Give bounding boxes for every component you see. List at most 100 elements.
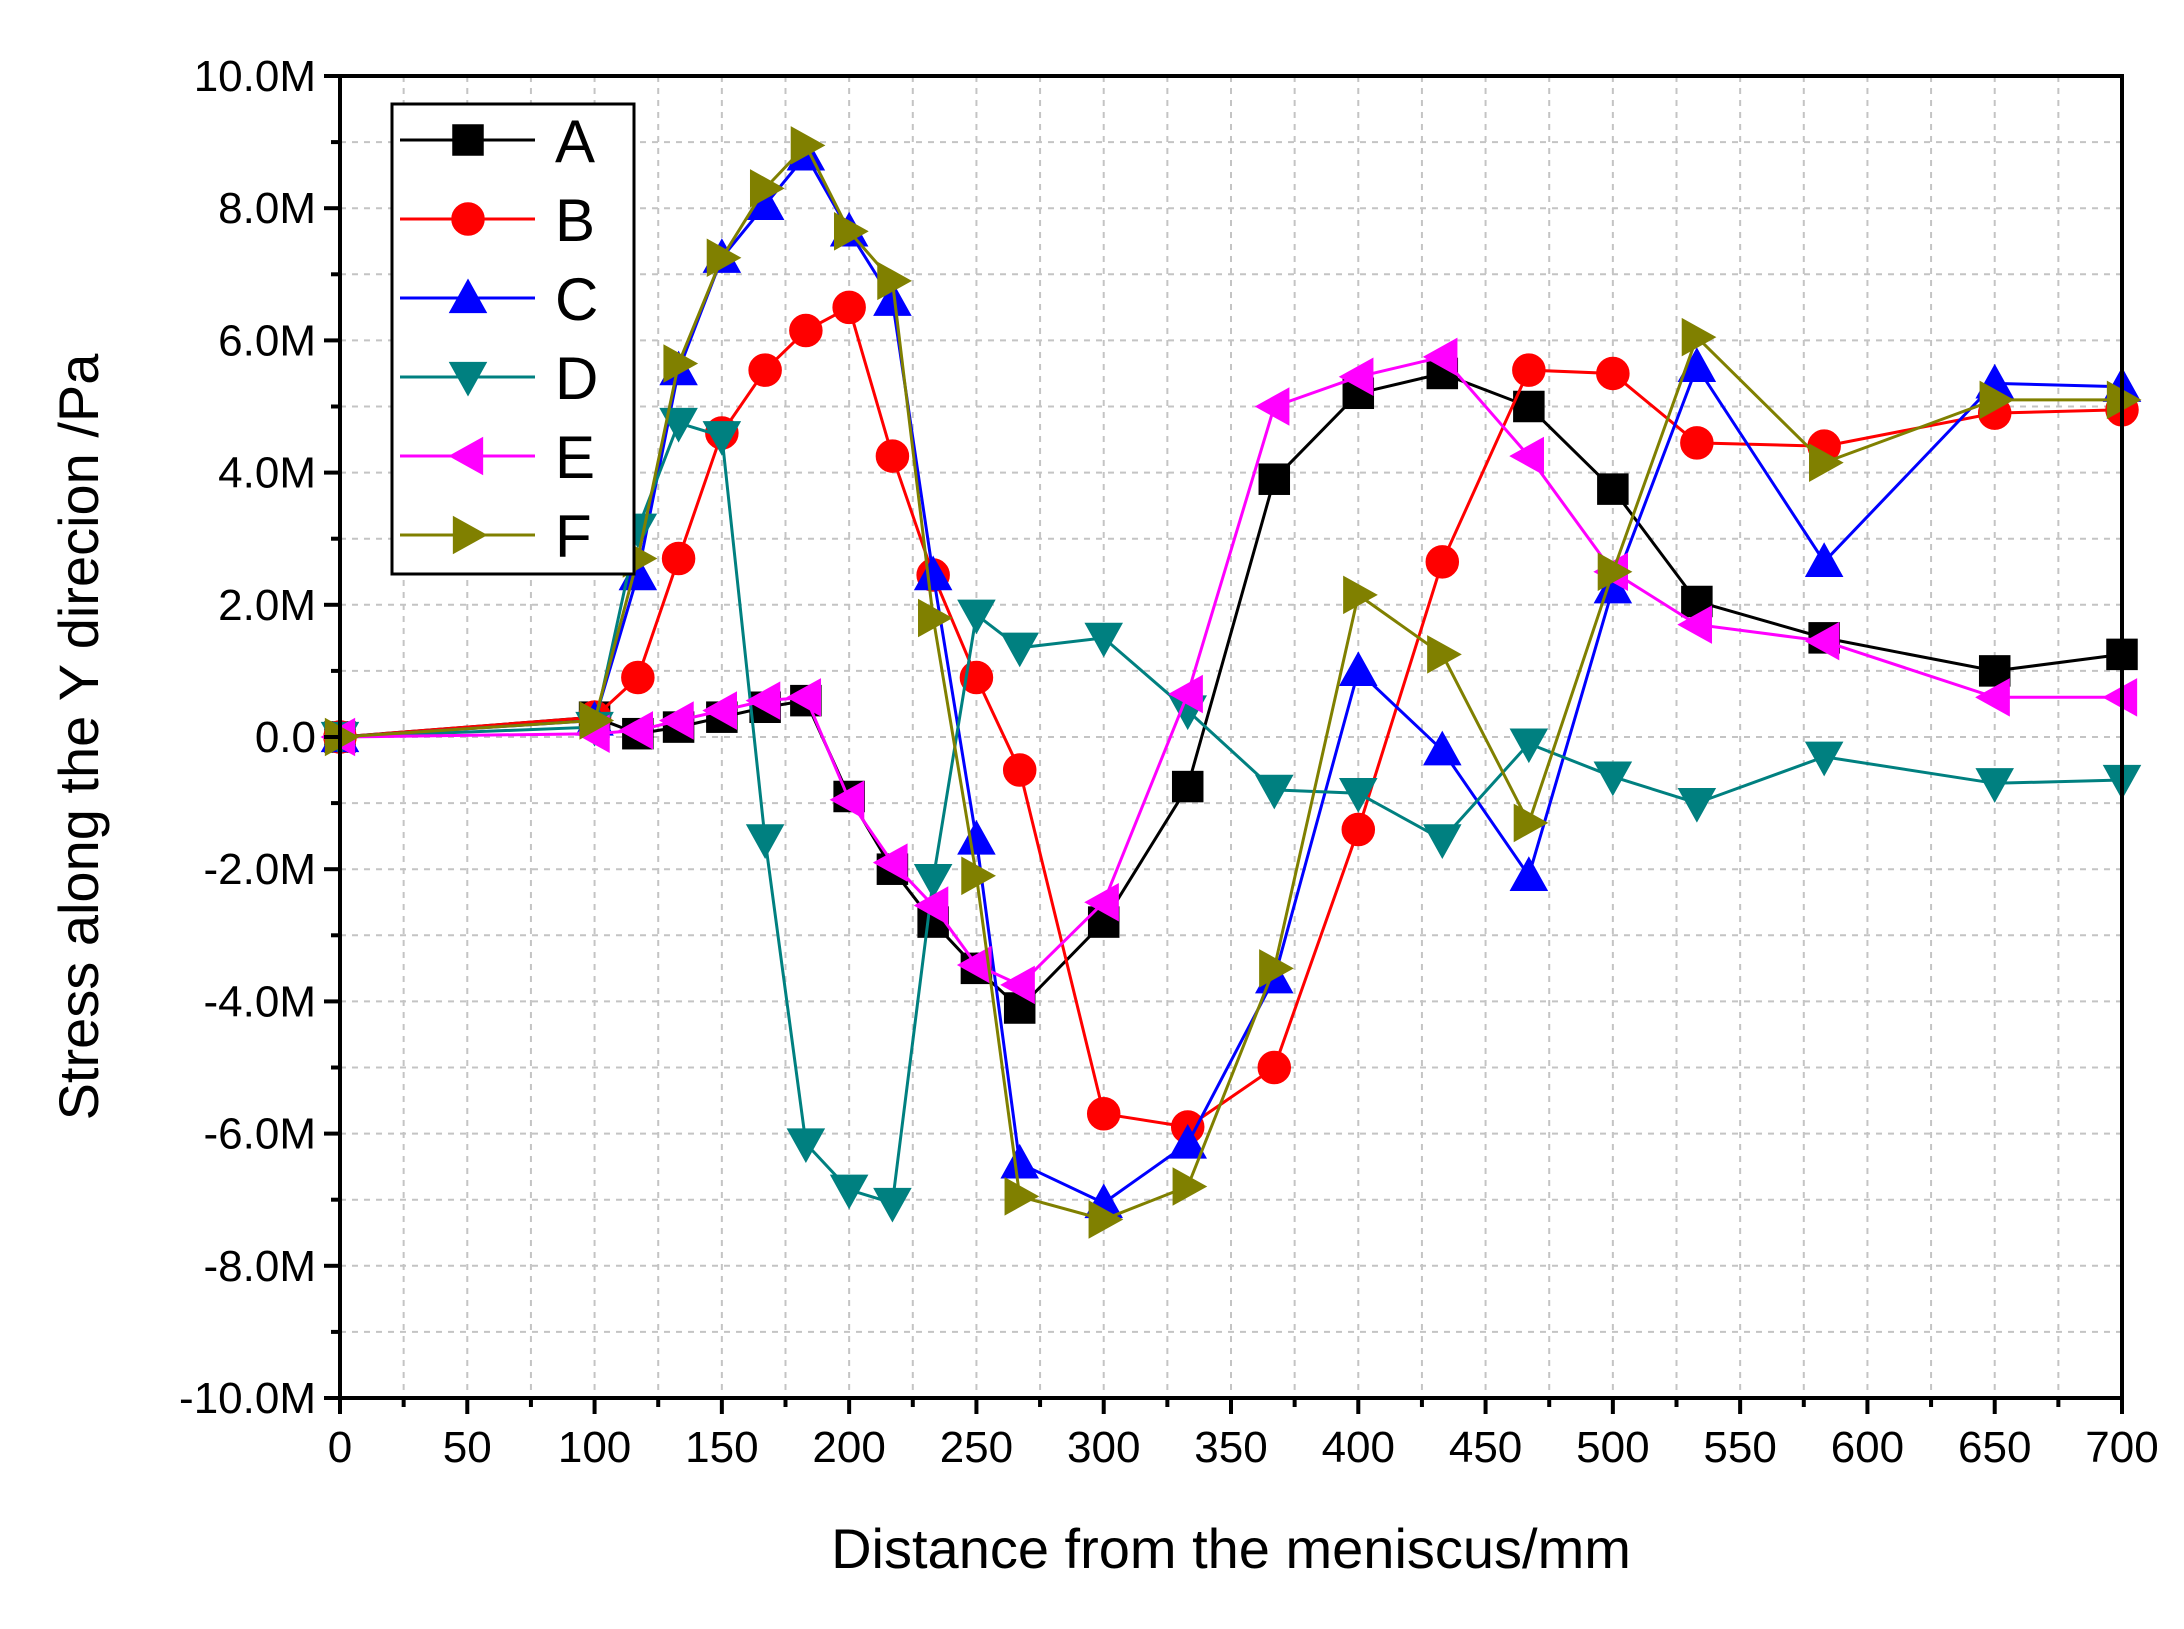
y-tick-label: 4.0M <box>218 449 316 498</box>
legend-marker <box>448 436 484 476</box>
legend-label: F <box>555 503 592 570</box>
data-point-E <box>702 691 738 730</box>
data-point-C <box>1168 1123 1207 1159</box>
x-tick-label: 50 <box>443 1423 492 1472</box>
data-point-D <box>1509 728 1549 764</box>
data-point-F <box>877 261 912 301</box>
data-point-E <box>829 780 865 820</box>
legend-marker <box>452 515 488 555</box>
data-point-B <box>1341 812 1376 847</box>
data-point-A <box>1978 655 2011 687</box>
data-point-E <box>1000 965 1035 1005</box>
x-tick-label: 650 <box>1958 1423 2031 1472</box>
data-point-F <box>706 238 742 278</box>
y-tick-label: -8.0M <box>204 1242 316 1291</box>
y-tick-label: 2.0M <box>218 581 316 630</box>
data-point-E <box>786 678 822 717</box>
data-point-C <box>957 819 996 855</box>
data-point-F <box>1427 635 1462 674</box>
data-point-D <box>1804 741 1844 777</box>
legend-box <box>390 102 636 576</box>
data-point-D <box>1339 778 1378 813</box>
data-point-E <box>913 886 949 925</box>
legend-item-E: E <box>400 424 595 491</box>
data-point-B <box>875 439 910 473</box>
legend-marker <box>451 202 485 236</box>
legend-label: A <box>555 108 595 175</box>
data-point-D <box>745 824 785 859</box>
data-point-C <box>1804 542 1844 577</box>
data-point-F <box>1681 317 1717 357</box>
data-point-B <box>832 290 866 325</box>
data-point-D <box>873 1187 912 1223</box>
legend-marker <box>448 278 488 314</box>
data-point-F <box>1343 575 1378 615</box>
data-point-B <box>661 541 696 576</box>
data-point-F <box>1513 803 1549 843</box>
data-point-D <box>1677 787 1717 823</box>
data-point-D <box>1255 774 1294 810</box>
data-point-B <box>1257 1050 1292 1085</box>
x-tick-label: 100 <box>558 1423 631 1472</box>
data-point-B <box>1086 1097 1121 1131</box>
y-tick-label: -6.0M <box>204 1110 316 1159</box>
data-point-F <box>833 212 869 251</box>
data-point-F <box>790 126 826 165</box>
data-point-E <box>872 843 908 882</box>
data-point-E <box>1338 357 1374 397</box>
data-point-B <box>621 660 655 695</box>
y-tick-label: 8.0M <box>218 184 316 233</box>
data-point-E <box>956 945 992 985</box>
data-point-C <box>1339 651 1378 687</box>
legend-marker <box>452 124 484 156</box>
data-point-F <box>1597 552 1633 592</box>
x-tick-label: 400 <box>1322 1423 1395 1472</box>
data-point-C <box>1000 1143 1039 1179</box>
grid <box>340 76 2122 1398</box>
x-tick-label: 550 <box>1703 1423 1776 1472</box>
data-point-E <box>1975 678 2010 717</box>
data-point-E <box>1509 436 1544 476</box>
legend-marker <box>448 361 488 397</box>
data-point-D <box>1423 824 1462 859</box>
data-point-B <box>789 313 823 348</box>
x-tick-label: 350 <box>1194 1423 1267 1472</box>
series-layer <box>320 126 2142 1239</box>
data-point-E <box>1254 387 1290 426</box>
data-point-D <box>1975 768 2014 803</box>
y-axis-title: Stress along the Y direcion /Pa <box>47 353 110 1121</box>
series-E <box>320 337 2138 1005</box>
data-point-E <box>745 681 781 720</box>
legend-item-C: C <box>400 266 598 333</box>
data-point-A <box>1258 463 1291 495</box>
data-point-F <box>749 169 785 208</box>
y-tick-label: 10.0M <box>194 52 316 101</box>
legend-label: D <box>555 345 598 412</box>
data-point-D <box>786 1128 826 1164</box>
data-point-D <box>1084 622 1123 658</box>
data-point-E <box>1804 621 1840 661</box>
legend-item-F: F <box>400 503 592 570</box>
data-point-B <box>1512 353 1546 387</box>
data-point-D <box>957 599 996 635</box>
data-point-B <box>1680 426 1714 460</box>
data-point-E <box>659 701 694 740</box>
data-point-D <box>829 1174 869 1210</box>
data-point-C <box>873 281 912 316</box>
data-point-B <box>1002 753 1037 787</box>
x-tick-label: 600 <box>1831 1423 1904 1472</box>
x-tick-label: 150 <box>685 1423 758 1472</box>
data-point-F <box>961 856 996 896</box>
data-point-B <box>1596 356 1630 391</box>
y-tick-label: -4.0M <box>204 977 316 1026</box>
data-point-F <box>1809 443 1844 482</box>
ticks: 0 50 100 150 200 250 300 350 400 450 500 550 600 650 7… <box>179 52 2159 1472</box>
y-tick-label: -10.0M <box>179 1374 316 1423</box>
data-point-B <box>1425 545 1460 579</box>
series-F <box>324 126 2142 1239</box>
y-tick-label: 6.0M <box>218 316 316 365</box>
legend-label: E <box>555 424 595 491</box>
y-tick-label: -2.0M <box>204 845 316 894</box>
